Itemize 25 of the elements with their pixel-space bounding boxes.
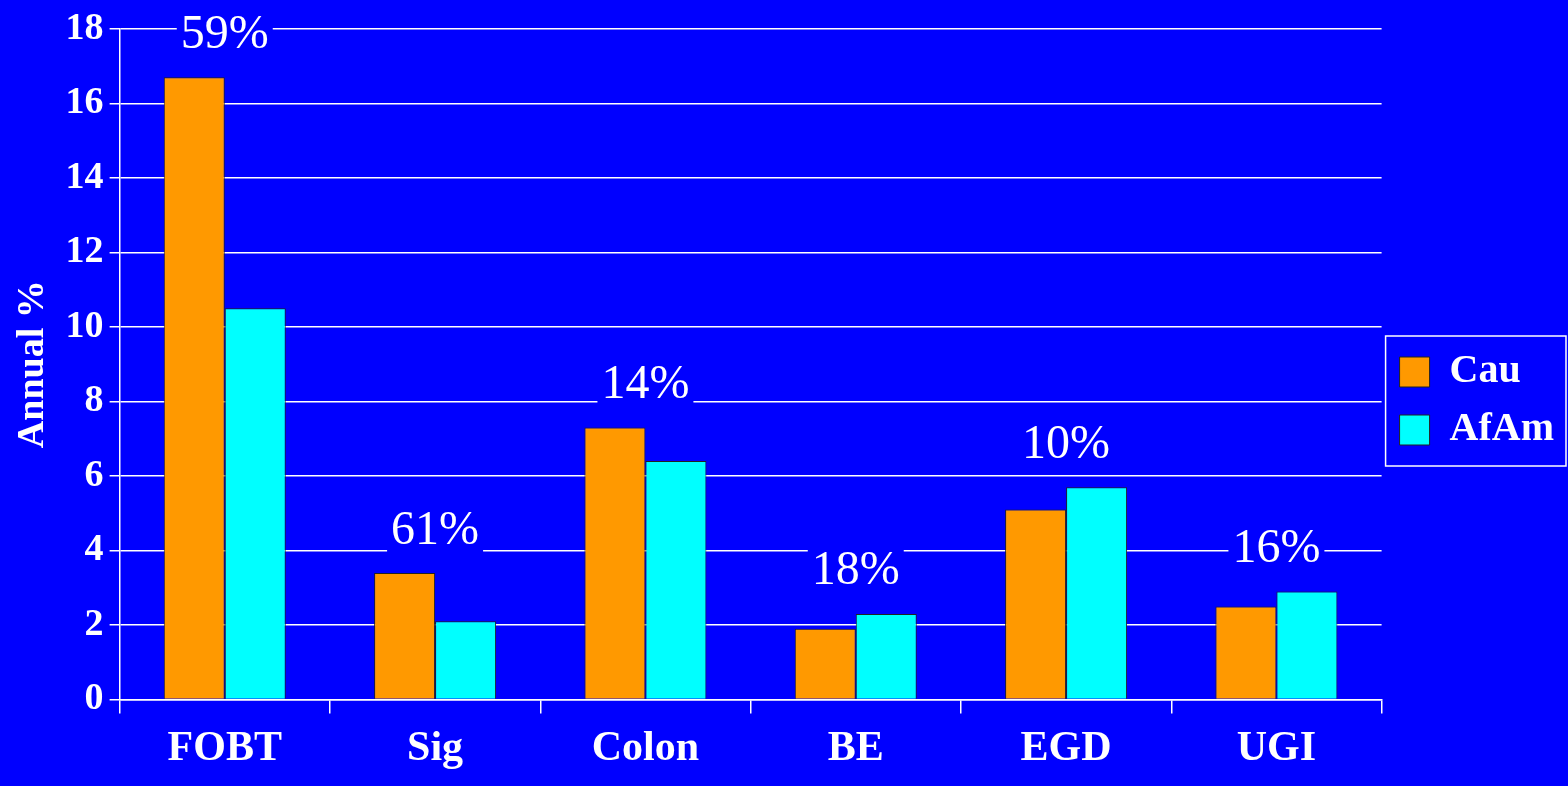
x-tick-label: EGD xyxy=(1020,722,1112,769)
annotation: 10% xyxy=(1022,414,1111,468)
legend-label: Cau xyxy=(1449,346,1521,392)
x-tick-label: BE xyxy=(827,722,884,769)
y-tick-label: 10 xyxy=(65,302,104,345)
y-tick-label: 16 xyxy=(65,79,104,122)
annotation: 16% xyxy=(1232,519,1321,573)
y-tick-label: 8 xyxy=(84,377,104,420)
x-tick-label: UGI xyxy=(1236,722,1317,769)
annotation: 14% xyxy=(601,355,690,409)
annotation: 18% xyxy=(811,541,900,595)
x-tick-label: FOBT xyxy=(167,722,282,769)
legend-label: AfAm xyxy=(1449,404,1555,450)
y-tick-label: 12 xyxy=(65,228,104,271)
y-tick-label: 0 xyxy=(84,675,104,718)
y-tick-label: 18 xyxy=(65,4,104,47)
y-tick-label: 6 xyxy=(84,451,104,494)
y-tick-label: 4 xyxy=(84,526,104,569)
y-tick-label: 14 xyxy=(65,153,104,196)
annotation: 59% xyxy=(180,4,269,58)
y-axis-title: Annual % xyxy=(8,280,51,449)
y-tick-label: 2 xyxy=(84,600,104,643)
x-tick-label: Colon xyxy=(591,722,700,769)
x-tick-label: Sig xyxy=(407,722,464,769)
annotation: 61% xyxy=(391,500,480,554)
